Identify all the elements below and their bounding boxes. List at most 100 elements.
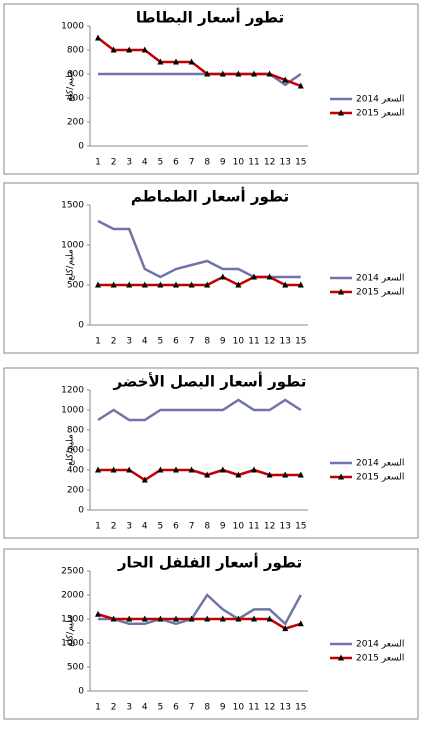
x-tick-label: 2 <box>111 337 117 347</box>
legend-marker <box>338 109 344 116</box>
x-tick-label: 4 <box>142 337 148 347</box>
x-tick-label: 10 <box>233 703 245 713</box>
x-tick-label: 8 <box>204 158 210 168</box>
x-tick-label: 3 <box>126 158 132 168</box>
marker <box>297 281 304 288</box>
y-axis-label: مليم/كلغ <box>66 70 76 102</box>
x-tick-label: 9 <box>220 158 226 168</box>
series-line <box>97 613 302 630</box>
marker <box>157 58 164 65</box>
marker <box>126 46 133 53</box>
x-tick-label: 9 <box>220 337 226 347</box>
x-tick-label: 7 <box>189 522 195 532</box>
marker <box>204 471 211 478</box>
x-tick-label: 12 <box>264 522 275 532</box>
marker <box>204 281 211 288</box>
marker <box>266 471 273 478</box>
marker <box>266 273 273 280</box>
x-tick-label: 5 <box>158 703 164 713</box>
x-tick-label: 6 <box>173 522 179 532</box>
x-tick-label: 12 <box>264 703 275 713</box>
x-tick-label: 11 <box>248 337 259 347</box>
y-tick-label: 1500 <box>61 201 84 211</box>
legend-label: السعر 2015 <box>356 288 404 298</box>
legend-label: السعر 2015 <box>356 109 404 119</box>
marker <box>297 620 304 627</box>
marker <box>126 281 133 288</box>
x-tick-label: 8 <box>204 337 210 347</box>
x-tick-label: 13 <box>279 158 290 168</box>
marker <box>204 615 211 622</box>
x-tick-label: 1 <box>95 337 101 347</box>
x-tick-label: 1 <box>95 522 101 532</box>
x-tick-label: 2 <box>111 158 117 168</box>
marker <box>251 466 257 473</box>
y-tick-label: 1000 <box>61 22 84 32</box>
marker <box>126 615 133 622</box>
x-tick-label: 3 <box>126 522 132 532</box>
y-tick-label: 0 <box>78 506 84 516</box>
marker <box>157 615 164 622</box>
y-tick-label: 0 <box>78 142 84 152</box>
y-tick-label: 600 <box>67 70 84 80</box>
x-tick-label: 13 <box>279 337 290 347</box>
x-tick-label: 6 <box>173 703 179 713</box>
x-tick-label: 10 <box>233 158 245 168</box>
legend-label: السعر 2015 <box>356 654 404 664</box>
x-tick-label: 5 <box>158 337 164 347</box>
marker <box>219 273 226 280</box>
marker <box>297 471 304 478</box>
legend-marker <box>338 654 344 661</box>
x-tick-label: 2 <box>111 703 117 713</box>
x-tick-label: 13 <box>279 522 290 532</box>
x-tick-label: 3 <box>126 337 132 347</box>
x-tick-label: 8 <box>204 522 210 532</box>
x-tick-label: 10 <box>233 337 245 347</box>
y-axis-label: مليم/كلغ <box>66 249 76 281</box>
chart-title: تطور أسعار البصل الأخضر <box>113 372 307 391</box>
x-tick-label: 7 <box>189 703 195 713</box>
x-tick-label: 4 <box>142 522 148 532</box>
marker <box>173 466 179 473</box>
marker <box>110 46 117 53</box>
series-line <box>98 275 301 287</box>
marker <box>141 46 148 53</box>
x-tick-label: 9 <box>220 522 226 532</box>
x-tick-label: 11 <box>248 703 259 713</box>
series-line <box>98 468 301 482</box>
y-tick-label: 1500 <box>61 615 84 625</box>
legend-label: السعر 2014 <box>356 274 404 284</box>
marker <box>173 615 179 622</box>
x-tick-label: 12 <box>264 158 275 168</box>
marker <box>282 281 289 288</box>
marker <box>110 281 117 288</box>
x-tick-label: 11 <box>248 158 259 168</box>
marker <box>188 58 195 65</box>
marker <box>173 58 179 65</box>
marker <box>219 70 226 77</box>
series-line <box>97 37 302 88</box>
x-tick-label: 6 <box>173 337 179 347</box>
x-tick-label: 10 <box>233 522 245 532</box>
x-tick-label: 5 <box>158 158 164 168</box>
marker <box>95 281 101 288</box>
y-tick-label: 2000 <box>61 591 84 601</box>
y-axis-label: مليم/كلغ <box>66 615 76 647</box>
x-tick-label: 15 <box>295 522 306 532</box>
marker <box>95 34 101 41</box>
legend-label: السعر 2014 <box>356 640 404 650</box>
x-tick-label: 4 <box>142 158 148 168</box>
legend-label: السعر 2014 <box>356 459 404 469</box>
y-tick-label: 1200 <box>61 386 84 396</box>
x-tick-label: 8 <box>204 703 210 713</box>
x-tick-label: 15 <box>295 703 306 713</box>
marker <box>110 615 117 622</box>
marker <box>235 471 242 478</box>
x-tick-label: 13 <box>279 703 290 713</box>
marker <box>251 615 257 622</box>
y-tick-label: 1000 <box>61 639 84 649</box>
y-tick-label: 0 <box>78 687 84 697</box>
x-tick-label: 2 <box>111 522 117 532</box>
y-tick-label: 800 <box>67 46 84 56</box>
legend-label: السعر 2014 <box>356 95 404 105</box>
